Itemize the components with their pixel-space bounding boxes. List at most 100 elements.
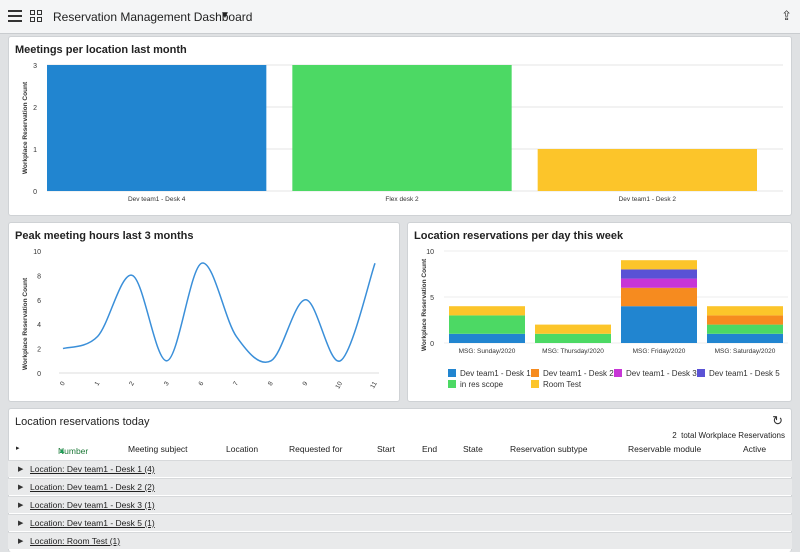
legend-label: Dev team1 - Desk 2 — [543, 369, 614, 378]
expand-icon[interactable]: ▶ — [18, 466, 24, 473]
chart-legend: Dev team1 - Desk 1 Dev team1 - Desk 2 Dev … — [448, 369, 788, 399]
grid-icon[interactable] — [30, 10, 43, 23]
x-tick-label: 11 — [369, 380, 379, 390]
y-tick-label: 0 — [37, 371, 41, 378]
group-label[interactable]: Location: Dev team1 - Desk 3 (1) — [30, 500, 155, 510]
stacked-bar-segment — [621, 260, 697, 270]
column-meeting-subject[interactable]: Meeting subject — [128, 444, 188, 454]
y-tick-label: 5 — [430, 295, 434, 302]
y-axis-label: Workplace Reservation Count — [22, 277, 29, 370]
column-requested-for[interactable]: Requested for — [289, 444, 343, 454]
column-reservation-subtype[interactable]: Reservation subtype — [510, 444, 588, 454]
stacked-bar-segment — [621, 287, 697, 307]
peak-hours-panel: Peak meeting hours last 3 months 0 2 4 6 8 10… — [8, 222, 400, 402]
x-tick-label: 2 — [128, 380, 136, 387]
stacked-bar-segment — [621, 269, 697, 279]
y-tick-label: 10 — [33, 249, 41, 256]
hamburger-icon[interactable] — [8, 10, 22, 22]
legend-label: Room Test — [543, 380, 582, 389]
group-label[interactable]: Location: Dev team1 - Desk 1 (4) — [30, 464, 155, 474]
y-tick-label: 2 — [33, 105, 37, 112]
expand-all-icon[interactable]: ▸ — [16, 445, 20, 452]
x-tick-label: Dev team1 - Desk 4 — [128, 196, 186, 203]
legend-swatch — [697, 369, 705, 377]
table-header: ▸ Number ▲ Meeting subject Location Requ… — [16, 444, 767, 456]
stacked-bar-segment — [707, 306, 783, 316]
x-tick-label: Dev team1 - Desk 2 — [619, 196, 677, 203]
x-tick-label: 0 — [59, 380, 67, 387]
legend-swatch — [448, 369, 456, 377]
group-row[interactable]: ▶ Location: Dev team1 - Desk 1 (4) — [8, 460, 792, 477]
expand-icon[interactable]: ▶ — [18, 520, 24, 527]
x-tick-label: MSG: Thursday/2020 — [542, 348, 604, 355]
stacked-bar-segment — [449, 306, 525, 316]
legend-item[interactable]: Dev team1 - Desk 5 — [697, 369, 780, 378]
chevron-down-icon[interactable]: ▼ — [220, 10, 230, 21]
legend-label: Dev team1 - Desk 5 — [709, 369, 780, 378]
legend-item[interactable]: Dev team1 - Desk 2 — [531, 369, 614, 378]
x-tick-label: 7 — [232, 380, 240, 387]
y-tick-label: 1 — [33, 147, 37, 154]
y-tick-label: 0 — [430, 341, 434, 348]
expand-icon[interactable]: ▶ — [18, 502, 24, 509]
legend-swatch — [531, 380, 539, 388]
x-tick-label: Flex desk 2 — [385, 196, 419, 203]
x-tick-label: MSG: Saturday/2020 — [715, 348, 776, 355]
x-tick-label: MSG: Sunday/2020 — [459, 348, 516, 355]
legend-item[interactable]: Room Test — [531, 380, 581, 389]
y-tick-label: 3 — [33, 63, 37, 70]
meetings-per-location-panel: Meetings per location last month 0 1 2 3 Wor… — [8, 36, 792, 216]
column-reservable-module[interactable]: Reservable module — [628, 444, 702, 454]
bar — [537, 149, 757, 191]
reservations-stacked-chart: 0 5 10 Workplace Reservation Count MSG: Sund… — [421, 249, 788, 355]
dashboard-title[interactable]: Reservation Management Dashboard — [53, 10, 253, 24]
group-label[interactable]: Location: Room Test (1) — [30, 536, 121, 546]
legend-swatch — [614, 369, 622, 377]
panel-title: Location reservations today — [15, 416, 150, 428]
y-axis-label: Workplace Reservation Count — [421, 258, 428, 351]
share-icon[interactable]: ⇪ — [781, 8, 792, 23]
panel-title: Location reservations per day this week — [414, 230, 624, 242]
group-row[interactable]: ▶ Location: Dev team1 - Desk 5 (1) — [8, 514, 792, 531]
stacked-bar-segment — [449, 333, 525, 343]
legend-label: in res scope — [460, 380, 504, 389]
total-records: 2 total Workplace Reservations — [672, 431, 785, 440]
group-label[interactable]: Location: Dev team1 - Desk 5 (1) — [30, 518, 155, 528]
y-tick-label: 10 — [426, 249, 434, 256]
group-row[interactable]: ▶ Location: Room Test (1) — [8, 532, 792, 549]
group-row[interactable]: ▶ Location: Dev team1 - Desk 3 (1) — [8, 496, 792, 513]
stacked-bar-segment — [621, 278, 697, 288]
legend-swatch — [448, 380, 456, 388]
stacked-bar-segment — [707, 324, 783, 334]
x-tick-label: MSG: Friday/2020 — [633, 348, 686, 355]
legend-item[interactable]: Dev team1 - Desk 1 — [448, 369, 531, 378]
series-line — [62, 262, 376, 363]
total-label: total Workplace Reservations — [681, 431, 785, 440]
x-tick-label: 1 — [94, 380, 102, 387]
group-row[interactable]: ▶ Location: Dev team1 - Desk 2 (2) — [8, 478, 792, 495]
y-tick-label: 6 — [37, 298, 41, 305]
stacked-bar-segment — [535, 324, 611, 334]
x-tick-label: 10 — [334, 380, 344, 390]
column-location[interactable]: Location — [226, 444, 259, 454]
top-bar: Reservation Management Dashboard ▼ ⇪ — [0, 0, 800, 34]
expand-icon[interactable]: ▶ — [18, 484, 24, 491]
x-tick-label: 9 — [302, 380, 310, 387]
legend-item[interactable]: in res scope — [448, 380, 503, 389]
legend-item[interactable]: Dev team1 - Desk 3 — [614, 369, 697, 378]
group-label[interactable]: Location: Dev team1 - Desk 2 (2) — [30, 482, 155, 492]
bar — [292, 65, 512, 191]
expand-icon[interactable]: ▶ — [18, 538, 24, 545]
column-state[interactable]: State — [463, 444, 483, 454]
reservations-per-day-panel: Location reservations per day this week … — [407, 222, 792, 402]
refresh-icon[interactable]: ↻ — [772, 413, 783, 428]
total-count: 2 — [672, 431, 677, 440]
legend-swatch — [531, 369, 539, 377]
meetings-bar-chart: 0 1 2 3 Workplace Reservation Count Dev team1… — [22, 63, 783, 203]
stacked-bar-segment — [707, 333, 783, 343]
x-tick-label: 6 — [198, 380, 206, 387]
column-active[interactable]: Active — [743, 444, 767, 454]
column-start[interactable]: Start — [377, 444, 395, 454]
column-end[interactable]: End — [422, 444, 438, 454]
y-tick-label: 4 — [37, 322, 41, 329]
